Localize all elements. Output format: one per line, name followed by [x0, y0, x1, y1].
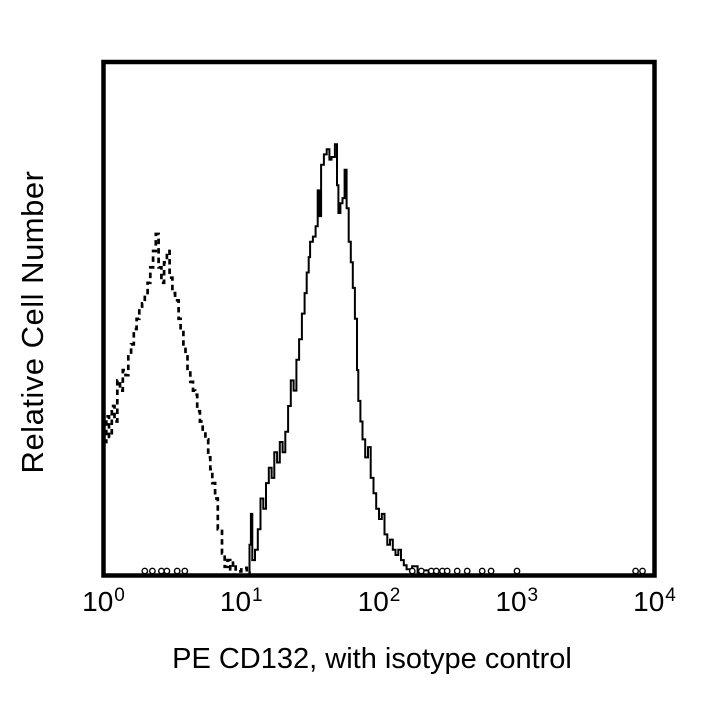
baseline-event-marker	[632, 567, 639, 575]
tick-exponent: 2	[389, 585, 401, 606]
trace-isotype-control	[103, 232, 251, 576]
baseline-event-marker	[453, 567, 461, 575]
x-tick-label-10e1: 101	[220, 585, 263, 618]
trace-pe-cd132	[248, 143, 430, 577]
baseline-event-marker	[173, 567, 181, 575]
y-axis-label: Relative Cell Number	[15, 170, 50, 474]
tick-exponent: 1	[252, 585, 263, 606]
baseline-event-marker	[432, 567, 440, 575]
baseline-event-marker	[513, 567, 521, 575]
baseline-event-marker	[181, 567, 189, 575]
baseline-event-marker	[141, 567, 149, 575]
plot-frame	[101, 59, 657, 578]
tick-base: 10	[633, 586, 665, 617]
tick-exponent: 3	[527, 585, 539, 606]
x-axis-label: PE CD132, with isotype control	[172, 643, 572, 675]
x-tick-label-10e4: 104	[633, 585, 676, 618]
x-tick-label-10e3: 103	[495, 585, 538, 618]
tick-exponent: 0	[114, 585, 125, 606]
baseline-event-marker	[148, 567, 156, 575]
baseline-event-marker	[487, 567, 495, 575]
baseline-event-marker	[157, 567, 165, 575]
x-tick-label-10e2: 102	[358, 585, 401, 618]
tick-base: 10	[82, 586, 114, 617]
tick-exponent: 4	[665, 585, 676, 606]
baseline-event-marker	[463, 567, 471, 575]
baseline-event-marker	[417, 567, 425, 575]
baseline-event-marker	[478, 567, 486, 575]
tick-base: 10	[219, 586, 252, 617]
baseline-event-marker	[408, 567, 416, 575]
baseline-event-marker	[443, 567, 451, 575]
baseline-event-marker	[163, 567, 171, 575]
baseline-event-marker	[639, 567, 646, 575]
tick-base: 10	[357, 586, 389, 617]
x-tick-label-10e0: 100	[82, 585, 125, 618]
tick-base: 10	[495, 586, 527, 617]
